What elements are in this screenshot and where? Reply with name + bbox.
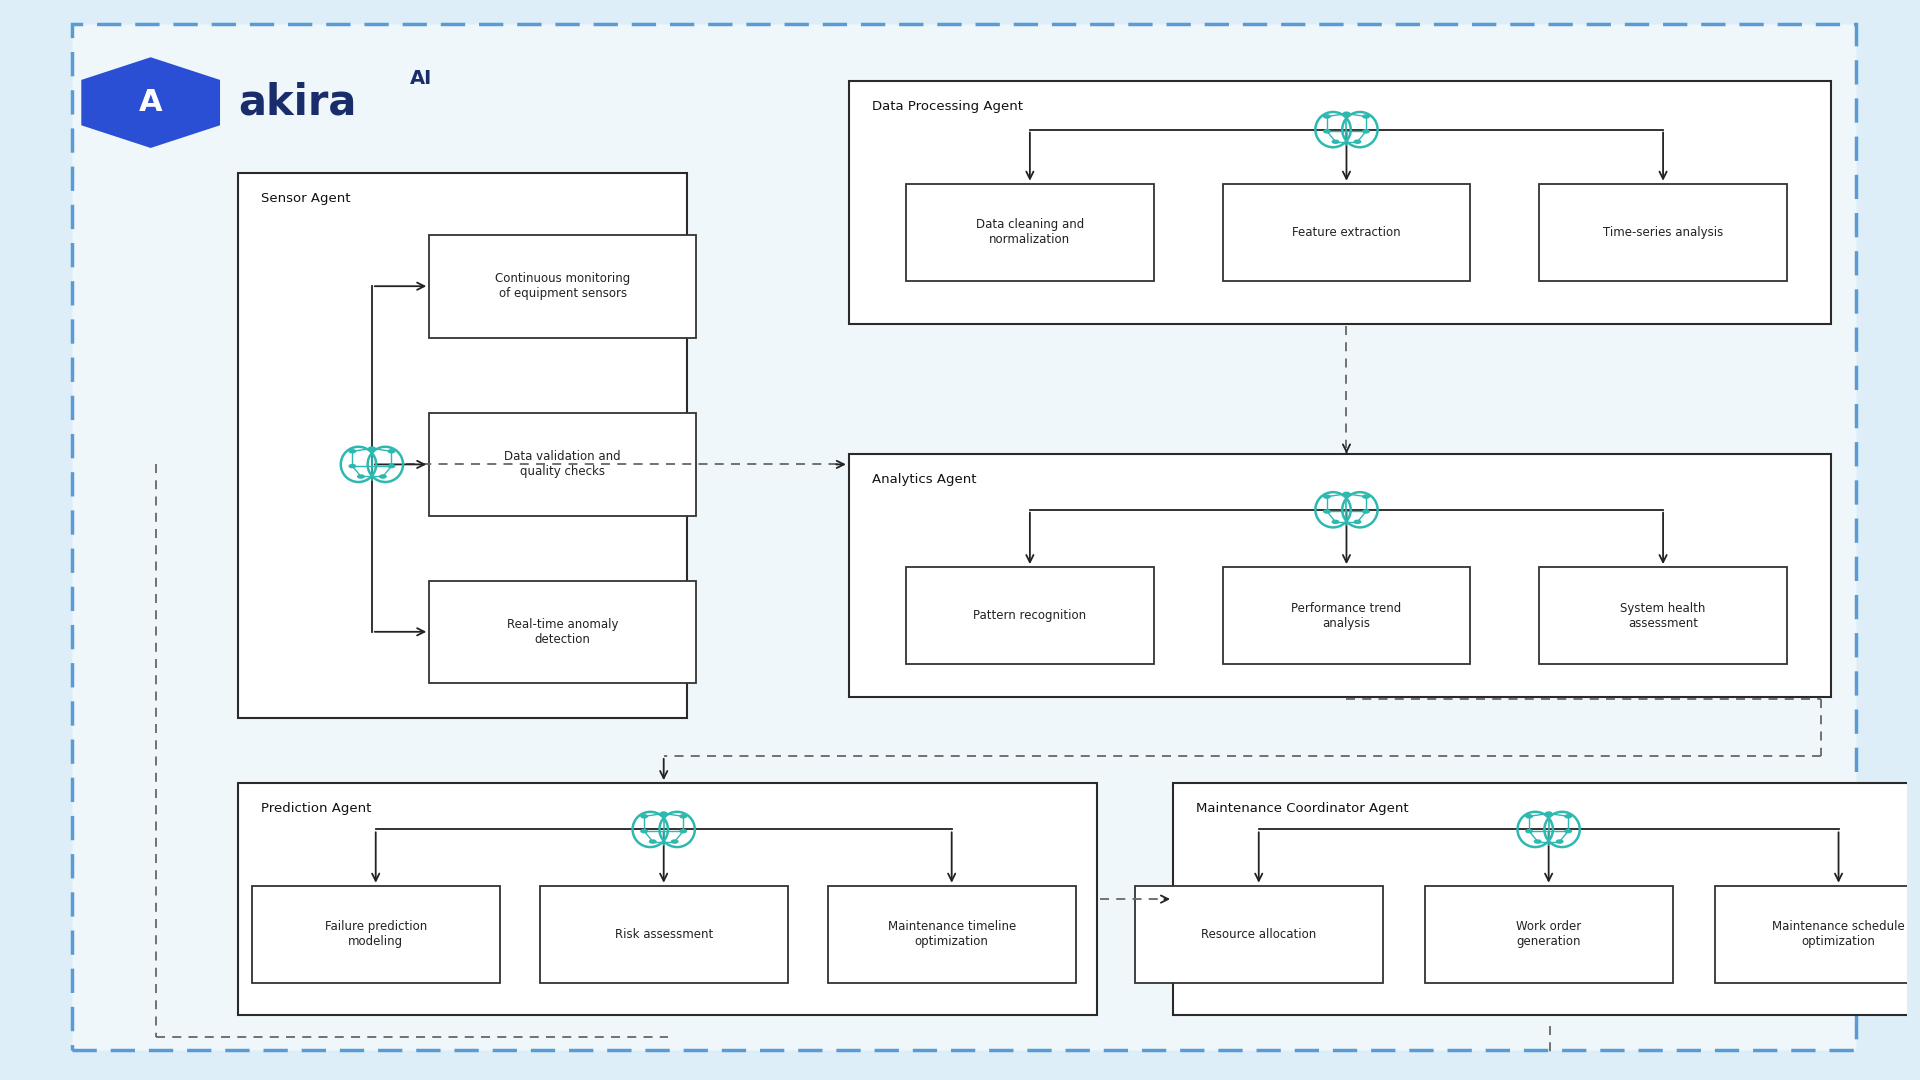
FancyBboxPatch shape [428, 413, 697, 516]
FancyBboxPatch shape [906, 567, 1154, 664]
Circle shape [1354, 139, 1361, 144]
Circle shape [388, 449, 396, 454]
Text: Data Processing Agent: Data Processing Agent [872, 100, 1023, 113]
Circle shape [639, 829, 649, 834]
Text: Maintenance schedule
optimization: Maintenance schedule optimization [1772, 920, 1905, 948]
Circle shape [649, 839, 657, 843]
Circle shape [1524, 814, 1532, 819]
Circle shape [680, 814, 687, 819]
Text: Prediction Agent: Prediction Agent [261, 802, 372, 815]
FancyBboxPatch shape [849, 81, 1832, 324]
Polygon shape [81, 57, 221, 148]
Text: Data cleaning and
normalization: Data cleaning and normalization [975, 218, 1085, 246]
FancyBboxPatch shape [906, 184, 1154, 281]
Circle shape [1361, 495, 1371, 499]
Circle shape [1332, 519, 1340, 524]
Circle shape [1555, 839, 1563, 843]
Circle shape [1323, 114, 1331, 119]
Circle shape [378, 474, 386, 478]
Text: Time-series analysis: Time-series analysis [1603, 226, 1722, 239]
Circle shape [357, 474, 365, 478]
FancyBboxPatch shape [428, 234, 697, 337]
Circle shape [1565, 829, 1572, 834]
Circle shape [1354, 519, 1361, 524]
Circle shape [1524, 829, 1532, 834]
Circle shape [1342, 111, 1350, 116]
Circle shape [670, 839, 678, 843]
FancyBboxPatch shape [828, 886, 1075, 983]
Circle shape [1332, 139, 1340, 144]
FancyBboxPatch shape [1425, 886, 1672, 983]
FancyBboxPatch shape [1715, 886, 1920, 983]
Circle shape [1565, 814, 1572, 819]
Text: A: A [138, 89, 163, 117]
Circle shape [1323, 495, 1331, 499]
Circle shape [348, 464, 357, 469]
Circle shape [660, 811, 668, 815]
Text: Risk assessment: Risk assessment [614, 928, 712, 941]
FancyBboxPatch shape [540, 886, 787, 983]
FancyBboxPatch shape [252, 886, 499, 983]
Circle shape [388, 464, 396, 469]
Circle shape [1342, 491, 1350, 496]
FancyBboxPatch shape [73, 24, 1857, 1050]
Text: Maintenance Coordinator Agent: Maintenance Coordinator Agent [1196, 802, 1409, 815]
Circle shape [1546, 811, 1553, 815]
FancyBboxPatch shape [428, 581, 697, 684]
FancyBboxPatch shape [1223, 184, 1471, 281]
Text: Work order
generation: Work order generation [1517, 920, 1582, 948]
FancyBboxPatch shape [849, 454, 1832, 697]
Text: Feature extraction: Feature extraction [1292, 226, 1402, 239]
Circle shape [1534, 839, 1542, 843]
Text: Failure prediction
modeling: Failure prediction modeling [324, 920, 426, 948]
Text: Resource allocation: Resource allocation [1202, 928, 1317, 941]
FancyBboxPatch shape [1540, 184, 1788, 281]
Text: Data validation and
quality checks: Data validation and quality checks [505, 450, 620, 478]
Circle shape [639, 814, 649, 819]
Text: akira: akira [238, 82, 357, 123]
FancyBboxPatch shape [1135, 886, 1382, 983]
Text: Performance trend
analysis: Performance trend analysis [1292, 602, 1402, 630]
Text: Real-time anomaly
detection: Real-time anomaly detection [507, 618, 618, 646]
FancyBboxPatch shape [1540, 567, 1788, 664]
Circle shape [1361, 130, 1371, 134]
Circle shape [348, 449, 357, 454]
Text: AI: AI [411, 69, 432, 89]
Text: Continuous monitoring
of equipment sensors: Continuous monitoring of equipment senso… [495, 272, 630, 300]
Circle shape [1323, 130, 1331, 134]
Circle shape [680, 829, 687, 834]
FancyBboxPatch shape [238, 173, 687, 718]
Circle shape [369, 446, 376, 450]
Text: Sensor Agent: Sensor Agent [261, 192, 351, 205]
Circle shape [1361, 510, 1371, 514]
Text: System health
assessment: System health assessment [1620, 602, 1705, 630]
FancyBboxPatch shape [238, 783, 1096, 1015]
Text: Analytics Agent: Analytics Agent [872, 473, 975, 486]
Text: Pattern recognition: Pattern recognition [973, 609, 1087, 622]
Circle shape [1323, 510, 1331, 514]
FancyBboxPatch shape [1223, 567, 1471, 664]
Circle shape [1361, 114, 1371, 119]
FancyBboxPatch shape [1173, 783, 1920, 1015]
Text: Maintenance timeline
optimization: Maintenance timeline optimization [887, 920, 1016, 948]
